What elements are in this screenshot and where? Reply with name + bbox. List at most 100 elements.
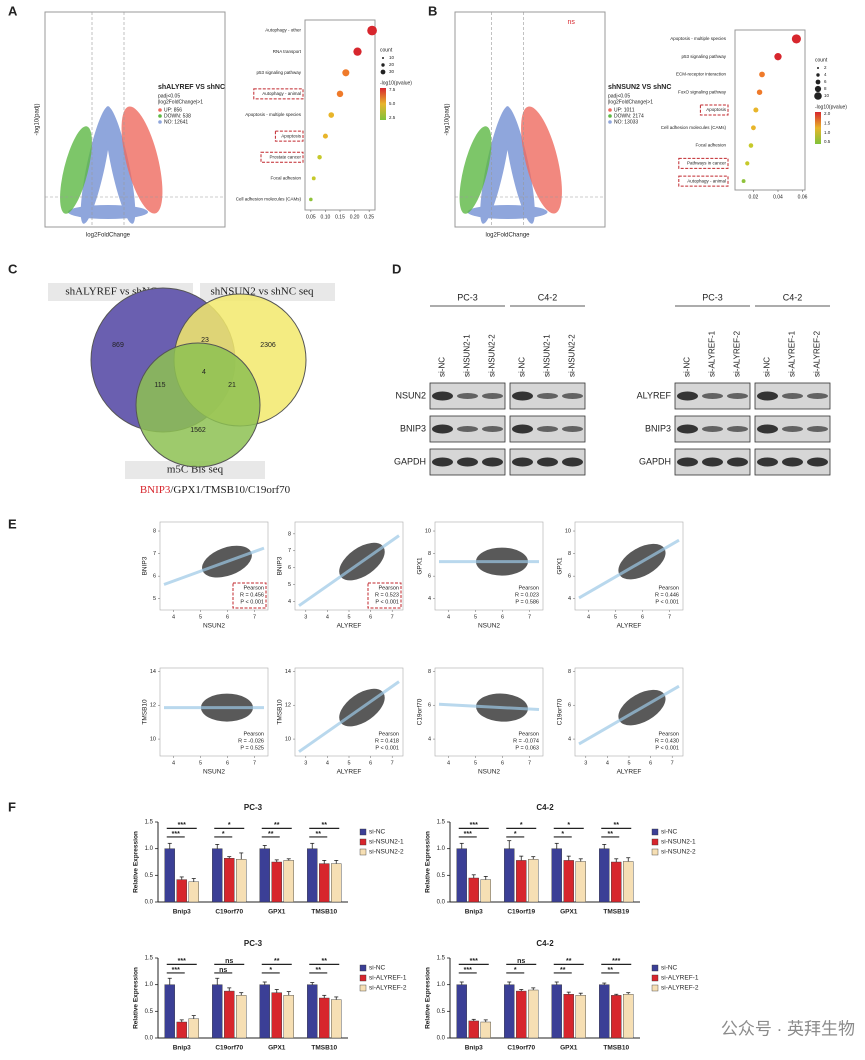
significance-label: **	[316, 831, 322, 838]
dot	[336, 90, 344, 98]
x-tick-label: 0.05	[306, 214, 316, 220]
correlation-stat: R = 0.456	[240, 592, 264, 598]
y-axis-label: GPX1	[557, 557, 564, 575]
x-tick-label: 7	[671, 760, 674, 766]
y-tick-label: 7	[288, 548, 291, 554]
dot	[342, 69, 350, 77]
regression-band	[438, 702, 540, 712]
size-legend-title: count	[815, 57, 828, 63]
bar	[188, 881, 199, 903]
bar	[611, 861, 622, 903]
bar	[176, 1021, 187, 1039]
bar	[176, 879, 187, 903]
blot-band	[562, 426, 583, 432]
significance-label: ***	[178, 822, 186, 829]
blot-band	[432, 424, 453, 434]
x-tick-label: 0.15	[335, 214, 345, 220]
bar	[468, 877, 479, 903]
x-tick-label: 3	[304, 760, 307, 766]
y-tick-label: 10	[565, 528, 571, 534]
legend-swatch	[651, 984, 659, 992]
x-tick-label: GPX1	[268, 909, 286, 916]
y-tick-label: 1.0	[437, 982, 446, 988]
x-tick-label: Bnip3	[173, 909, 191, 916]
venn-count: 23	[201, 337, 209, 344]
correlation-stat: P = 0.586	[515, 599, 539, 605]
blot-band	[807, 393, 828, 399]
y-tick-label: 1.0	[145, 846, 154, 852]
venn-count: 4	[202, 369, 206, 376]
x-tick-label: 5	[199, 614, 202, 620]
lane-label: si-NSUN2-2	[488, 334, 497, 377]
volcano-criteria: padj<0.05	[608, 93, 630, 99]
significance-label: **	[322, 822, 328, 829]
term-label: Cell adhesion molecules (CAMs)	[661, 125, 727, 130]
volcano-legend: DOWN: 538	[164, 113, 191, 119]
term-label: Autophagy - other	[265, 28, 301, 33]
correlation-stat: Pearson	[379, 585, 400, 591]
dot	[774, 53, 782, 61]
term-label: Autophagy - animal	[687, 178, 726, 183]
x-tick-label: 4	[606, 760, 609, 766]
y-tick-label: 12	[150, 703, 156, 709]
blot-band	[757, 424, 778, 434]
bar	[307, 984, 318, 1039]
legend-label: si-ALYREF-1	[661, 975, 699, 982]
y-axis-label: Relative Expression	[133, 967, 140, 1029]
dot	[741, 179, 746, 184]
volcano-cloud-down	[459, 126, 492, 214]
volcano-cloud-no	[80, 106, 112, 224]
x-tick-label: 7	[528, 614, 531, 620]
legend-label: si-ALYREF-2	[661, 985, 699, 992]
x-axis-label: NSUN2	[478, 623, 500, 630]
y-axis-label: -log10(padj)	[445, 103, 451, 135]
significance-label: ns	[225, 958, 233, 965]
x-tick-label: 0.20	[350, 214, 360, 220]
x-tick-label: 6	[501, 614, 504, 620]
bar	[599, 848, 610, 903]
blot-band	[807, 457, 828, 467]
bar	[623, 994, 634, 1039]
legend-dot	[608, 108, 612, 112]
significance-label: **	[608, 967, 614, 974]
blot-band	[482, 457, 503, 467]
color-legend-title: -log10(pvalue)	[380, 80, 412, 86]
y-tick-label: 6	[568, 574, 571, 580]
legend-dot	[158, 120, 162, 124]
x-tick-label: 6	[226, 760, 229, 766]
y-tick-label: 1.0	[145, 982, 154, 988]
y-tick-label: 0.0	[437, 900, 446, 906]
significance-label: ***	[464, 967, 472, 974]
term-label: Apoptosis - multiple species	[670, 36, 727, 41]
plot-frame	[44, 11, 226, 228]
regression-band	[298, 534, 400, 607]
highlight-box	[678, 157, 729, 169]
term-label: Apoptosis	[706, 107, 727, 112]
bar	[283, 860, 294, 903]
volcano-legend: DOWN: 2174	[614, 113, 644, 119]
row-label: GAPDH	[394, 456, 426, 466]
blot-band	[512, 391, 533, 401]
blot-band	[677, 391, 698, 401]
legend-label: si-NSUN2-2	[369, 849, 404, 856]
set-label: m5C Bis seq	[167, 464, 224, 476]
legend-swatch	[359, 984, 367, 992]
x-tick-label: 6	[501, 760, 504, 766]
volcano-criteria: |log2FoldChange|>1	[158, 99, 203, 105]
y-tick-label: 6	[153, 574, 156, 580]
dot	[791, 34, 801, 44]
blot-band	[727, 457, 748, 467]
volcano-cloud-no	[467, 205, 548, 219]
correlation-stat: R = -0.074	[513, 738, 539, 744]
correlation-stat: Pearson	[244, 731, 265, 737]
size-legend-label: 2	[824, 65, 827, 70]
size-legend-dot	[380, 69, 386, 75]
y-axis-label: C19orf70	[557, 698, 564, 725]
x-axis-label: NSUN2	[478, 769, 500, 776]
x-tick-label: 4	[326, 760, 329, 766]
x-tick-label: C19orf70	[215, 1045, 243, 1052]
venn-count: 21	[228, 382, 236, 389]
y-tick-label: 6	[428, 703, 431, 709]
color-legend-label: 1.5	[824, 121, 831, 126]
y-tick-label: 8	[288, 531, 291, 537]
